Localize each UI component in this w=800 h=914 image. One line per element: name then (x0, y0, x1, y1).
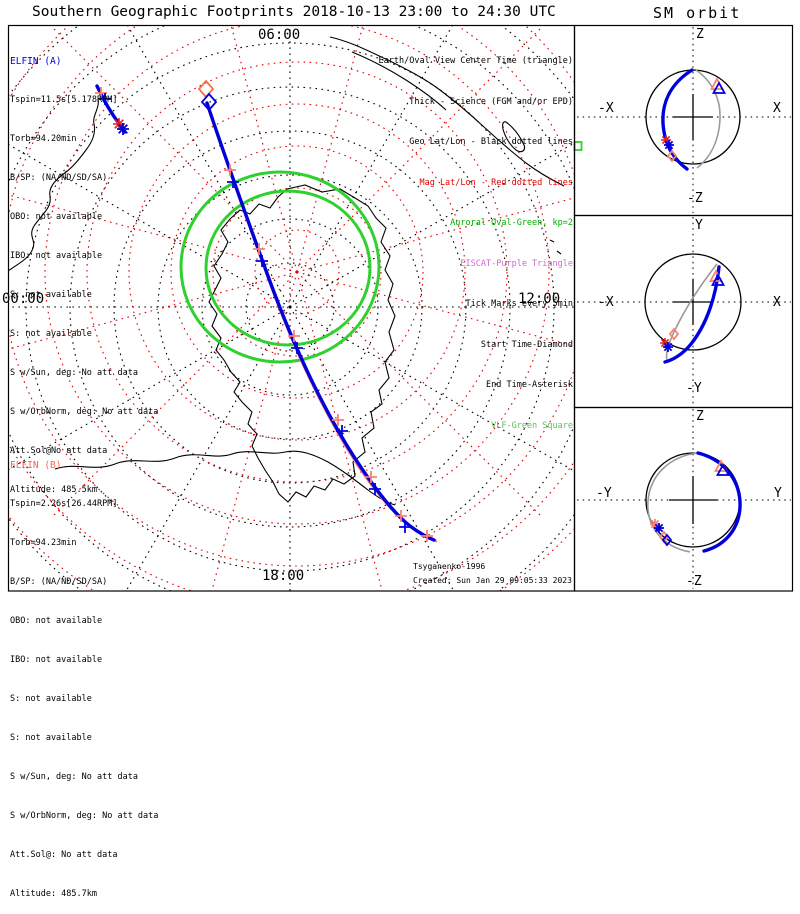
end-time-asterisk-icon (113, 118, 129, 135)
elfin-a-torb: Torb=94.20min (10, 134, 77, 144)
end-time-asterisk-icon (650, 519, 664, 533)
elfin-b-altitude: Altitude: 485.7km (10, 889, 97, 899)
end-time-asterisk-icon (661, 135, 674, 150)
coastlines (8, 36, 565, 506)
center-time-triangle-icon (709, 77, 727, 94)
legend-geo-latlon: Geo Lat/Lon - Black dotted lines (409, 137, 573, 147)
elfin-b-tspin: Tspin=2.26s[26.44RPM] (10, 499, 118, 509)
elfin-a-orbnorm: S w/OrbNorm, deg: No att data (10, 407, 159, 417)
legend-mag-latlon: Mag Lat/Lon - Red dotted lines (419, 177, 573, 188)
madagascar-coast (502, 121, 526, 153)
p3-axis-right: Y (774, 486, 782, 501)
vlf-green-square-icon (573, 141, 583, 151)
p3-axis-left: -Y (596, 486, 612, 501)
elfin-b-attsol: Att.Sol@: No att data (10, 850, 118, 860)
footprint-track-elfina (205, 101, 436, 542)
sm-panel-xy (577, 217, 791, 406)
sm-panel-xz (573, 27, 791, 213)
elfin-b-obo: OBO: not available (10, 616, 103, 626)
start-time-diamond-icon (666, 149, 678, 163)
elfin-a-title: ELFIN (A) (10, 56, 62, 67)
legend-end-time: End Time-Asterisk (486, 380, 573, 390)
elfin-b-panel: ELFIN (B) Tspin=2.26s[26.44RPM] Torb=94.… (10, 433, 158, 914)
map-legend: Earth/Oval View Center Time (triangle) T… (379, 28, 573, 447)
elfin-b-ibo: IBO: not available (10, 655, 103, 665)
south-america-coast (8, 94, 107, 272)
legend-thick-science: Thick - Science (FGM and/or EPD) (409, 96, 573, 107)
created-timestamp: Created: Sun Jan 29 09:05:33 2023 (413, 576, 572, 585)
legend-start-time: Start Time-Diamond (480, 339, 573, 350)
australia-coast (54, 450, 396, 506)
elfin-a-bsp: B/SP: (NA/ND/SD/SA) (10, 173, 108, 183)
end-time-asterisk-icon (660, 338, 673, 352)
clock-label-18: 18:00 (262, 568, 305, 584)
elfin-a-sun: S w/Sun, deg: No att data (10, 368, 138, 378)
p2-axis-right: X (773, 295, 781, 310)
p2-axis-left: -X (598, 295, 614, 310)
elfin-a-altitude: Altitude: 485.5km (10, 485, 97, 495)
sm-panel-yz (577, 409, 791, 589)
p1-axis-top: Z (696, 27, 704, 42)
africa-coast (329, 36, 565, 187)
panel-borders (7, 24, 794, 592)
clock-label-00: 00:00 (2, 291, 45, 307)
p1-axis-bottom: -Z (687, 191, 703, 206)
elfin-b-bsp: B/SP: (NA/ND/SD/SA) (10, 577, 108, 587)
legend-auroral-oval: Auroral Oval-Green, kp=2 (450, 218, 573, 228)
elfin-b-torb: Torb=94.23min (10, 538, 77, 548)
magnetic-grid (8, 25, 575, 591)
elfin-a-ibo: IBO: not available (10, 251, 103, 261)
footprint-track-end-segment (95, 84, 129, 135)
p2-axis-top: Y (695, 218, 703, 233)
p3-axis-top: Z (696, 409, 704, 424)
legend-eiscat: EISCAT-Purple Triangle (460, 258, 573, 269)
elfin-a-s2: S: not available (10, 329, 92, 339)
elfin-b-s1: S: not available (10, 694, 92, 704)
elfin-b-title: ELFIN (B) (10, 460, 62, 471)
legend-tick-marks: Tick Marks every 5min (465, 299, 573, 309)
elfin-b-orbnorm: S w/OrbNorm, deg: No att data (10, 811, 159, 821)
sm-orbit-title: SM orbit (653, 4, 742, 22)
start-time-diamond-icon (658, 530, 673, 547)
geographic-grid (8, 25, 575, 591)
elfin-b-s2: S: not available (10, 733, 92, 743)
legend-center-time: Earth/Oval View Center Time (triangle) (378, 56, 573, 66)
p1-axis-left: -X (598, 101, 614, 116)
tick-marks (224, 164, 433, 542)
p3-axis-bottom: -Z (686, 574, 702, 589)
clock-label-12: 12:00 (518, 291, 561, 307)
center-time-triangle-icon (713, 459, 731, 476)
model-label: Tsyganenko-1996 (413, 562, 486, 571)
start-time-diamond-icon (668, 327, 680, 341)
elfin-a-attsol: Att.Sol@No att data (10, 446, 108, 456)
p1-axis-right: X (773, 101, 781, 116)
page-title: Southern Geographic Footprints 2018-10-1… (32, 4, 556, 20)
legend-vlf: VLF-Green Square (491, 420, 573, 431)
elfin-a-s1: S: not available (10, 290, 92, 300)
plot-page: { "title": "Southern Geographic Footprin… (2, 4, 794, 899)
p2-axis-bottom: -Y (686, 381, 702, 396)
plot-canvas (7, 24, 794, 592)
elfin-b-sun: S w/Sun, deg: No att data (10, 772, 138, 782)
elfin-a-panel: ELFIN (A) Tspin=11.5s[5.178RPM] Torb=94.… (10, 29, 158, 510)
start-time-diamond-icon (197, 79, 218, 112)
elfin-a-tspin: Tspin=11.5s[5.178RPM] (10, 95, 118, 105)
antarctica-coast (208, 184, 396, 503)
auroral-oval (179, 170, 381, 364)
elfin-a-obo: OBO: not available (10, 212, 103, 222)
center-time-triangle-icon (708, 269, 726, 286)
clock-label-06: 06:00 (258, 27, 301, 43)
